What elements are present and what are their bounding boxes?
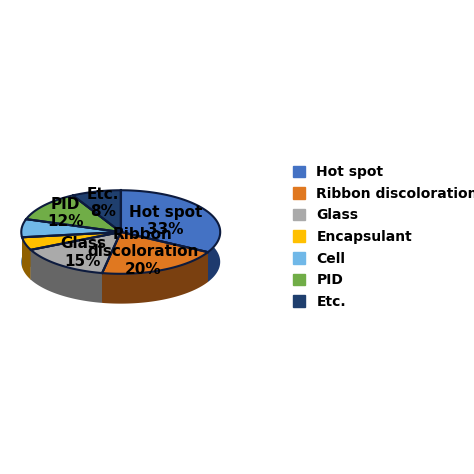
Polygon shape xyxy=(22,232,121,267)
Text: Ribbon
discoloration
20%: Ribbon discoloration 20% xyxy=(87,227,199,277)
Polygon shape xyxy=(73,195,121,262)
Polygon shape xyxy=(121,190,220,252)
Polygon shape xyxy=(26,219,121,262)
Polygon shape xyxy=(73,190,121,232)
Polygon shape xyxy=(31,232,121,280)
Polygon shape xyxy=(121,190,220,282)
Polygon shape xyxy=(22,232,121,250)
Polygon shape xyxy=(31,232,121,273)
Polygon shape xyxy=(26,195,121,232)
Polygon shape xyxy=(121,232,208,282)
Polygon shape xyxy=(31,232,121,280)
Polygon shape xyxy=(22,232,121,267)
Text: Etc.
8%: Etc. 8% xyxy=(87,187,119,219)
Polygon shape xyxy=(21,219,121,237)
Polygon shape xyxy=(102,232,208,274)
Polygon shape xyxy=(102,232,121,303)
Text: Glass
15%: Glass 15% xyxy=(60,237,106,269)
Polygon shape xyxy=(26,219,121,262)
Polygon shape xyxy=(73,190,121,225)
Polygon shape xyxy=(102,232,121,303)
Polygon shape xyxy=(102,252,208,304)
Polygon shape xyxy=(31,250,102,303)
Text: Hot spot
33%: Hot spot 33% xyxy=(128,205,202,237)
Polygon shape xyxy=(73,195,121,262)
Legend: Hot spot, Ribbon discoloration, Glass, Encapsulant, Cell, PID, Etc.: Hot spot, Ribbon discoloration, Glass, E… xyxy=(293,165,474,309)
Polygon shape xyxy=(21,219,26,267)
Polygon shape xyxy=(121,232,208,282)
Polygon shape xyxy=(26,195,73,249)
Text: PID
12%: PID 12% xyxy=(47,197,84,229)
Polygon shape xyxy=(22,237,31,280)
